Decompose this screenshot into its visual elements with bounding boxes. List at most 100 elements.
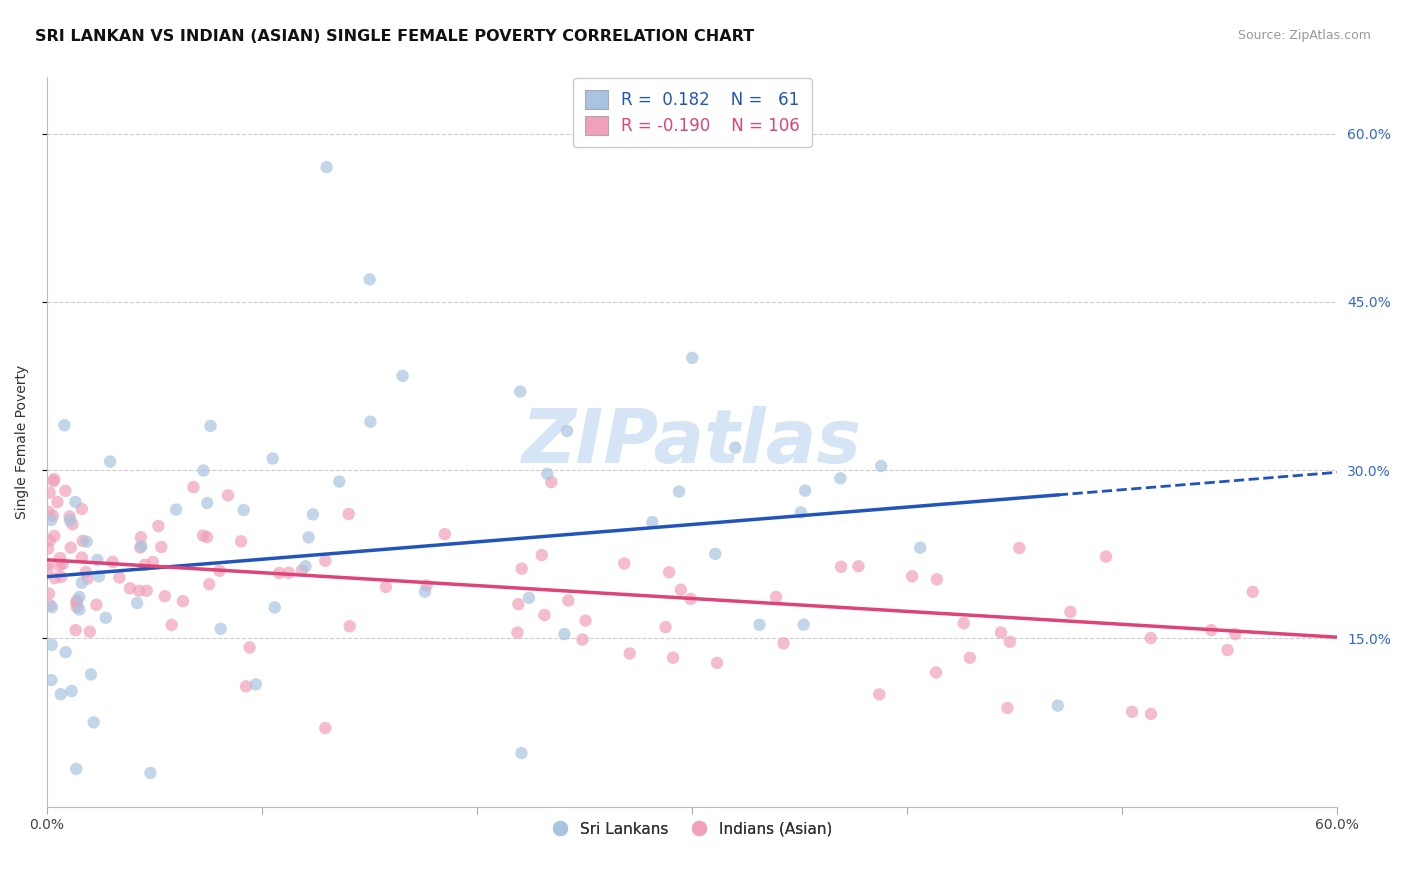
Point (48, 558, 70, 573)
Point (302, 508, 325, 522)
Point (297, 530, 319, 544)
Point (87, 569, 110, 583)
Point (830, 471, 852, 485)
Point (148, 519, 170, 533)
Point (150, 540, 173, 554)
Point (39, 673, 62, 687)
Point (128, 583, 150, 598)
Point (772, 636, 794, 650)
Point (793, 617, 815, 632)
Text: SRI LANKAN VS INDIAN (ASIAN) SINGLE FEMALE POVERTY CORRELATION CHART: SRI LANKAN VS INDIAN (ASIAN) SINGLE FEMA… (35, 29, 754, 44)
Point (51, 570, 73, 584)
Point (724, 441, 747, 455)
Point (38, 485, 60, 500)
Point (209, 622, 232, 636)
Point (790, 505, 813, 519)
Point (391, 368, 413, 383)
Point (1095, 549, 1118, 564)
Point (229, 534, 252, 549)
Point (67, 590, 90, 604)
Point (669, 582, 692, 597)
Point (1008, 541, 1031, 555)
Point (191, 528, 214, 542)
Point (263, 600, 285, 615)
Point (1140, 706, 1163, 721)
Point (62, 517, 84, 532)
Point (1046, 698, 1069, 713)
Point (658, 566, 681, 580)
Point (510, 746, 533, 760)
Point (86, 598, 108, 612)
Point (830, 559, 852, 574)
Point (38, 505, 60, 519)
Point (262, 451, 284, 466)
Point (1241, 585, 1264, 599)
Point (195, 496, 218, 510)
Point (183, 480, 205, 494)
Point (200, 418, 222, 433)
Point (294, 559, 316, 574)
Point (245, 677, 267, 691)
Point (67, 602, 90, 616)
Point (415, 578, 437, 592)
Point (619, 647, 641, 661)
Point (135, 583, 157, 598)
Point (269, 566, 291, 580)
Point (127, 596, 149, 610)
Point (94, 611, 117, 625)
Point (413, 584, 436, 599)
Point (998, 635, 1021, 649)
Point (39, 599, 62, 613)
Point (139, 766, 162, 780)
Point (44, 529, 66, 543)
Point (37, 557, 59, 571)
Point (508, 597, 530, 611)
Point (574, 614, 596, 628)
Point (901, 569, 924, 583)
Point (49, 687, 72, 701)
Point (681, 351, 703, 365)
Point (517, 591, 540, 605)
Text: Source: ZipAtlas.com: Source: ZipAtlas.com (1237, 29, 1371, 42)
Point (952, 616, 974, 631)
Point (52, 557, 75, 571)
Point (235, 679, 257, 693)
Point (339, 619, 361, 633)
Point (83, 715, 105, 730)
Point (337, 507, 360, 521)
Point (65, 495, 87, 509)
Point (101, 555, 124, 569)
Point (848, 559, 870, 574)
Point (193, 463, 215, 477)
Point (59, 509, 82, 524)
Point (553, 627, 575, 641)
Point (59, 513, 82, 527)
Point (530, 548, 553, 562)
Point (172, 594, 194, 608)
Point (1121, 705, 1143, 719)
Point (42, 474, 65, 488)
Point (868, 687, 890, 701)
Point (359, 272, 381, 286)
Point (540, 475, 562, 489)
Point (70, 575, 93, 590)
Point (706, 656, 728, 670)
Point (65, 762, 87, 776)
Point (679, 591, 702, 606)
Point (75, 565, 97, 579)
Point (38, 533, 60, 548)
Point (315, 160, 337, 174)
Point (55, 483, 77, 498)
Point (870, 458, 893, 473)
Point (794, 483, 817, 498)
Point (65, 596, 87, 610)
Point (571, 632, 593, 647)
Point (86, 553, 108, 567)
Point (1223, 627, 1246, 641)
Point (80, 667, 103, 681)
Point (925, 665, 948, 680)
Point (42, 508, 65, 523)
Point (46, 495, 69, 509)
Point (60, 684, 83, 698)
Point (1201, 623, 1223, 637)
